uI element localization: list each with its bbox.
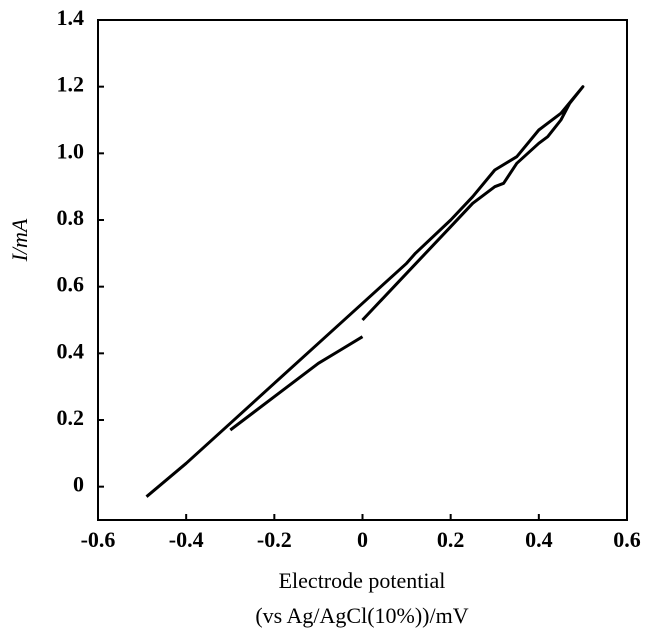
plot-frame — [97, 19, 628, 521]
x-tick-label: 0.4 — [525, 527, 553, 552]
y-tick-label: 1.2 — [57, 72, 85, 97]
y-tick-label: 1.0 — [57, 138, 85, 163]
y-tick-label: 0 — [73, 472, 84, 497]
x-tick-label: -0.6 — [81, 527, 116, 552]
x-axis-title: (vs Ag/AgCl(10%))/mV — [255, 603, 468, 628]
x-tick-label: 0.6 — [613, 527, 641, 552]
x-tick-label: -0.4 — [169, 527, 204, 552]
y-tick-label: 0.6 — [57, 272, 85, 297]
y-tick-label: 0.2 — [57, 405, 85, 430]
data-line — [145, 85, 585, 498]
x-tick-label: 0.2 — [437, 527, 465, 552]
x-tick-label: -0.2 — [257, 527, 292, 552]
x-tick-label: 0 — [357, 527, 368, 552]
y-tick-label: 1.4 — [57, 5, 85, 30]
y-tick-label: 0.8 — [57, 205, 85, 230]
y-axis-title: I/mA — [7, 218, 32, 262]
x-axis-title: Electrode potential — [279, 568, 446, 593]
y-tick-label: 0.4 — [57, 338, 85, 363]
